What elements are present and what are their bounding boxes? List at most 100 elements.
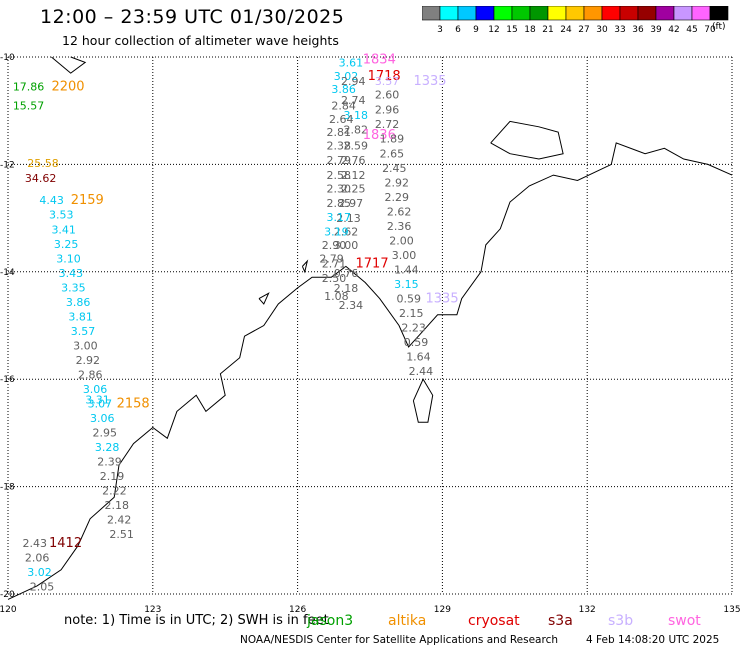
wave-height-label: 2.44 — [409, 365, 434, 378]
coastline — [258, 292, 270, 305]
legend-item-swot: swot — [668, 613, 701, 629]
colorbar-tick-label: 42 — [668, 25, 679, 35]
wave-height-label: 3.57 — [71, 325, 96, 338]
wave-height-label: 3.00 — [392, 249, 417, 262]
wave-height-label: 2.79 — [319, 252, 344, 265]
wave-height-label: 3.61 — [339, 56, 364, 69]
wave-height-label: 3.41 — [51, 223, 76, 236]
wave-height-label: 3.25 — [54, 238, 79, 251]
wave-height-label: 3.06 — [83, 383, 108, 396]
wave-height-label: 3.02 — [27, 566, 52, 579]
wave-height-label: 2.25 — [341, 183, 366, 196]
wave-height-label: 2.43 — [22, 537, 47, 550]
colorbar-tick-label: 3 — [437, 25, 443, 35]
map-subtitle: 12 hour collection of altimeter wave hei… — [62, 33, 339, 48]
wave-height-label: 2.36 — [387, 220, 412, 233]
pass-time-label: 1412 — [49, 536, 82, 551]
wave-height-label: 2.62 — [334, 226, 359, 239]
wave-height-label: 4.43 — [39, 194, 64, 207]
wave-height-label: 2.62 — [387, 206, 412, 219]
wave-height-label: 0.59 — [404, 336, 429, 349]
wave-height-label: 2.64 — [329, 113, 354, 126]
wave-height-label: 2.59 — [343, 140, 368, 153]
colorbar-tick-label: 30 — [596, 25, 608, 35]
colorbar-tick-label: 15 — [506, 25, 517, 35]
wave-height-label: 2.81 — [327, 126, 352, 139]
wave-height-label: 3.18 — [343, 109, 368, 122]
wave-height-label: 3.19 — [324, 226, 349, 239]
colorbar-tick-label: 12 — [488, 25, 499, 35]
wave-height-label: 2.06 — [25, 551, 50, 564]
wave-height-label: 34.62 — [25, 172, 57, 185]
wave-height-label: 2.34 — [339, 299, 364, 312]
wave-height-label: 3.53 — [49, 208, 74, 221]
wave-height-label: 2.39 — [97, 455, 122, 468]
colorbar-tick-label: 33 — [614, 25, 625, 35]
wave-height-label: 3.15 — [394, 278, 419, 291]
footer-note: note: 1) Time is in UTC; 2) SWH is in fe… — [64, 613, 329, 628]
colorbar-tick-label: 21 — [542, 25, 553, 35]
wave-height-label: 3.00 — [73, 339, 98, 352]
legend-item-s3a: s3a — [548, 613, 573, 629]
wave-height-label: 0.76 — [334, 267, 359, 280]
longitude-label: 126 — [289, 605, 306, 615]
wave-height-label: 2.18 — [105, 499, 129, 512]
pass-time-label: 1335 — [413, 74, 446, 89]
pass-time-label: 2159 — [71, 193, 104, 208]
latitude-label: -10 — [0, 53, 15, 63]
wave-height-label: 2.82 — [343, 123, 368, 136]
wave-height-label: 2.71 — [322, 258, 347, 271]
legend-item-s3b: s3b — [608, 613, 634, 629]
colorbar-swatch — [709, 6, 729, 21]
colorbar-tick-label: 36 — [632, 25, 644, 35]
wave-height-label: 2.84 — [331, 99, 356, 112]
latitude-label: -14 — [0, 268, 15, 278]
wave-height-label: 25.58 — [27, 157, 59, 170]
wave-height-label: 2.95 — [92, 426, 117, 439]
wave-height-label: 3.86 — [331, 83, 356, 96]
wave-height-label: 2.45 — [382, 162, 407, 175]
wave-height-label: 2.96 — [375, 104, 400, 117]
coastline — [7, 142, 733, 600]
wave-height-label: 2.15 — [399, 307, 424, 320]
map-title: 12:00 – 23:59 UTC 01/30/2025 — [40, 6, 345, 28]
wave-height-label: 3.00 — [334, 239, 359, 252]
longitude-label: 120 — [0, 605, 17, 615]
latitude-label: -12 — [0, 160, 15, 170]
wave-height-label: 3.17 — [327, 211, 352, 224]
wave-height-label: 2.94 — [341, 75, 366, 88]
wave-height-label: 2.23 — [401, 322, 426, 335]
longitude-label: 129 — [434, 605, 451, 615]
wave-height-label: 1.44 — [394, 264, 419, 277]
wave-height-label: 2.92 — [76, 354, 101, 367]
legend-item-jason3: jason3 — [307, 613, 354, 629]
wave-height-label: 3.02 — [334, 70, 359, 83]
wave-height-label: 2.18 — [334, 282, 359, 295]
wave-height-label: 2.13 — [336, 212, 361, 225]
latitude-label: -20 — [0, 590, 15, 600]
wave-height-label: 2.58 — [327, 169, 352, 182]
colorbar-tick-label: 24 — [560, 25, 572, 35]
wave-height-label: 2.30 — [327, 183, 352, 196]
wave-height-label: 2.74 — [341, 94, 366, 107]
wave-height-label: 3.06 — [90, 412, 115, 425]
wave-height-label: 2.00 — [389, 235, 414, 248]
wave-height-label: 2.12 — [341, 169, 366, 182]
legend-item-cryosat: cryosat — [468, 613, 520, 629]
pass-time-label: 1717 — [356, 257, 389, 272]
colorbar-tick-label: 6 — [455, 25, 461, 35]
wave-height-label: 2.85 — [327, 197, 352, 210]
wave-height-label: 2.22 — [102, 484, 127, 497]
wave-height-label: 2.79 — [327, 154, 352, 167]
wave-height-label: 3.31 — [85, 394, 110, 407]
wave-height-label: 2.86 — [78, 368, 103, 381]
wave-height-label: 2.05 — [30, 580, 55, 593]
colorbar-tick-label: 45 — [686, 25, 697, 35]
wave-height-label: 2.38 — [327, 140, 352, 153]
colorbar-tick-label: 18 — [524, 25, 536, 35]
legend-item-altika: altika — [388, 613, 427, 629]
wave-height-label: 3.10 — [56, 252, 80, 265]
wave-height-label: 1.64 — [406, 351, 431, 364]
wave-height-label: 2.90 — [322, 239, 347, 252]
